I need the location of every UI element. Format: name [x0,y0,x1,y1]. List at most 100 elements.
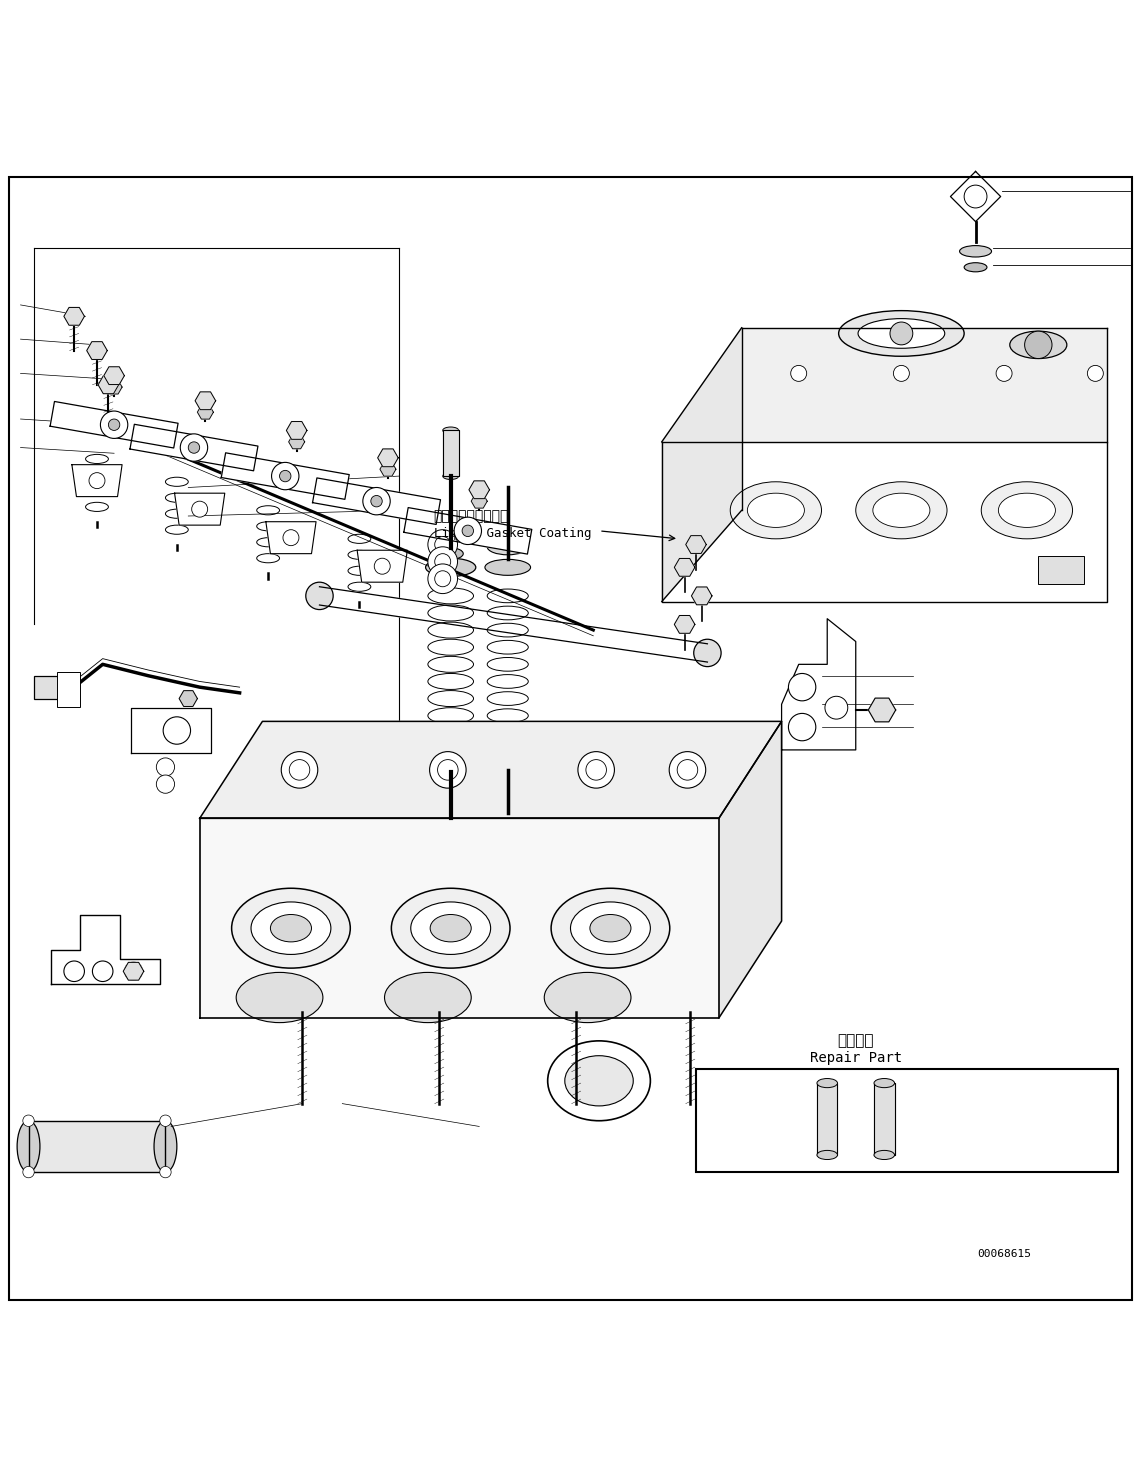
Circle shape [160,1115,171,1127]
Ellipse shape [411,902,491,954]
Polygon shape [123,963,144,981]
Polygon shape [72,465,122,496]
Polygon shape [357,551,407,582]
Circle shape [435,536,451,552]
Ellipse shape [385,972,471,1022]
Circle shape [156,775,175,793]
Bar [57,672,80,706]
Polygon shape [29,1121,165,1173]
Ellipse shape [165,493,188,502]
Polygon shape [686,536,706,554]
Circle shape [437,759,458,780]
Circle shape [100,411,128,439]
Ellipse shape [348,582,371,591]
Polygon shape [313,479,440,524]
Ellipse shape [428,656,474,672]
Circle shape [585,759,606,780]
Circle shape [964,185,987,208]
Ellipse shape [874,1078,895,1087]
Circle shape [1087,365,1103,381]
Circle shape [92,962,113,982]
Circle shape [163,716,191,744]
Ellipse shape [165,526,188,535]
Circle shape [272,462,299,490]
Circle shape [788,713,816,741]
Ellipse shape [86,502,108,511]
Bar [34,676,78,699]
Polygon shape [266,521,316,554]
Circle shape [192,501,208,517]
Ellipse shape [165,477,188,486]
Ellipse shape [438,548,463,560]
Polygon shape [950,171,1001,222]
Ellipse shape [694,640,721,666]
Ellipse shape [487,606,528,620]
Ellipse shape [391,888,510,967]
Circle shape [283,530,299,545]
Polygon shape [674,616,695,634]
Circle shape [160,1167,171,1177]
Polygon shape [179,691,197,706]
Ellipse shape [426,558,476,576]
Circle shape [1025,331,1052,359]
Circle shape [374,558,390,575]
Ellipse shape [428,622,474,638]
Ellipse shape [428,606,474,620]
Ellipse shape [858,319,945,349]
Polygon shape [817,1083,837,1155]
Polygon shape [674,558,695,576]
Circle shape [289,759,309,780]
Ellipse shape [348,566,371,576]
Polygon shape [782,619,856,750]
Ellipse shape [874,1151,895,1159]
Ellipse shape [487,657,528,671]
Ellipse shape [154,1121,177,1173]
Ellipse shape [236,972,323,1022]
Ellipse shape [428,674,474,690]
Circle shape [428,546,458,576]
Circle shape [788,674,816,702]
Polygon shape [130,424,258,471]
Polygon shape [87,341,107,359]
Ellipse shape [487,709,528,722]
Polygon shape [104,366,124,384]
Ellipse shape [590,914,631,942]
Circle shape [577,752,614,789]
Ellipse shape [817,1078,837,1087]
Polygon shape [51,916,160,984]
Ellipse shape [981,482,1073,539]
Bar [696,1069,1118,1173]
Ellipse shape [419,750,483,771]
Circle shape [180,434,208,461]
Ellipse shape [232,888,350,967]
Polygon shape [471,495,487,508]
Ellipse shape [86,486,108,495]
Polygon shape [874,1083,895,1155]
Ellipse shape [17,1121,40,1173]
Ellipse shape [257,521,280,530]
Circle shape [23,1167,34,1177]
Circle shape [156,758,175,775]
Text: Liquid Gasket Coating: Liquid Gasket Coating [434,527,591,539]
Ellipse shape [428,640,474,656]
Text: 00068615: 00068615 [977,1250,1031,1260]
Polygon shape [380,462,396,476]
Circle shape [64,962,84,982]
Circle shape [978,145,996,162]
Polygon shape [197,405,213,419]
Circle shape [108,419,120,430]
Ellipse shape [544,972,631,1022]
Ellipse shape [426,736,476,753]
Ellipse shape [570,902,650,954]
Ellipse shape [165,510,188,518]
Ellipse shape [257,554,280,563]
Polygon shape [662,442,1107,601]
Ellipse shape [485,560,531,576]
Polygon shape [195,391,216,409]
Circle shape [124,962,143,981]
Ellipse shape [270,914,311,942]
Ellipse shape [428,691,474,706]
Circle shape [893,365,909,381]
Ellipse shape [548,1041,650,1121]
Ellipse shape [306,582,333,610]
